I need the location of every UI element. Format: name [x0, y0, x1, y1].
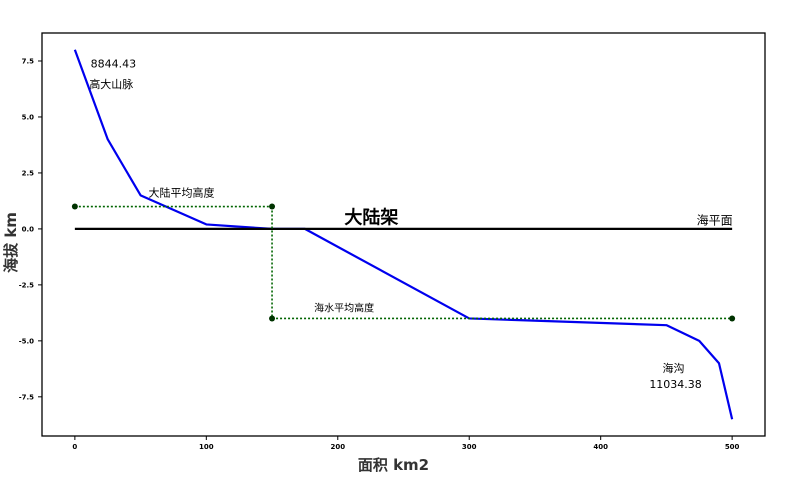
annotation-text: 海沟 [662, 361, 684, 375]
x-tick-label: 0 [72, 443, 77, 451]
x-axis-label: 面积 km2 [358, 456, 429, 474]
annotation-text: 11034.38 [649, 378, 702, 391]
axes-frame [41, 32, 766, 437]
plot-area [71, 49, 736, 420]
marker-point [269, 315, 276, 322]
annotation-text: 海水平均高度 [314, 302, 374, 315]
x-tick-label: 300 [462, 443, 477, 451]
annotation-text: 大陆平均高度 [148, 185, 214, 199]
x-tick-label: 200 [330, 443, 345, 451]
x-tick-label: 400 [593, 443, 608, 451]
x-tick-label: 100 [199, 443, 214, 451]
ticks: 0 100 200 300 400 500 7.5 5.0 2.5 0.0 -2.5 -5.0 -7.5 [19, 57, 740, 451]
marker-point [71, 203, 78, 210]
y-tick-label: 2.5 [22, 169, 35, 177]
marker-point [269, 203, 276, 210]
y-axis-label: 海拔 km [2, 212, 20, 273]
x-tick-label: 500 [725, 443, 740, 451]
annotation-text: 高大山脉 [89, 77, 133, 91]
y-tick-label: 5.0 [22, 113, 35, 121]
annotation-text: 大陆架 [344, 206, 398, 228]
marker-point [729, 315, 736, 322]
annotation-text: 8844.43 [91, 58, 137, 71]
y-tick-label: 0.0 [22, 225, 35, 233]
y-tick-label: -5.0 [19, 337, 34, 345]
y-tick-label: -7.5 [19, 393, 34, 401]
y-tick-label: 7.5 [22, 57, 35, 65]
y-tick-label: -2.5 [19, 281, 34, 289]
annotation-text: 海平面 [697, 212, 733, 227]
